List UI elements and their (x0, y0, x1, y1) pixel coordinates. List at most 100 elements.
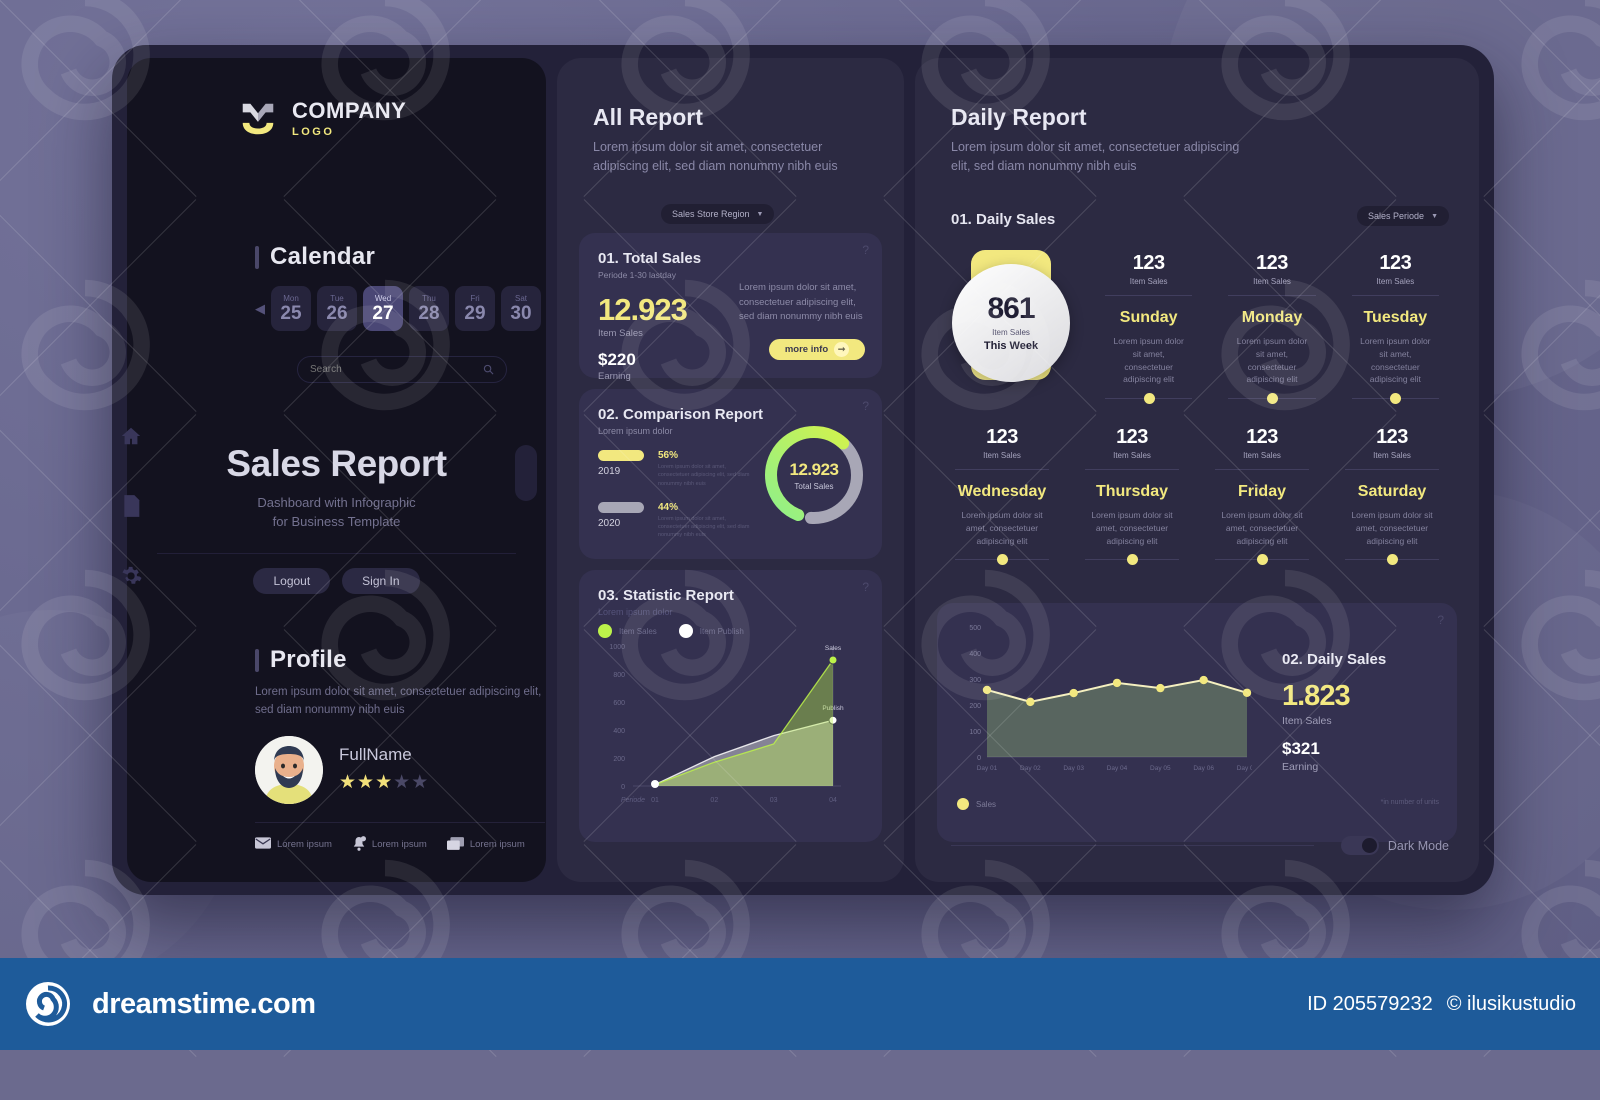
daily-report-subtitle: Lorem ipsum dolor sit amet, consectetuer… (951, 140, 1240, 173)
divider (955, 554, 1049, 566)
profile-description: Lorem ipsum dolor sit amet, consectetuer… (255, 686, 542, 716)
calendar-day-29[interactable]: Fri 29 (455, 286, 495, 331)
divider (1345, 554, 1439, 566)
day-pip-icon (1390, 393, 1402, 404)
day-name: Friday (1237, 483, 1286, 500)
calendar-day-26[interactable]: Tue 26 (317, 286, 357, 331)
comparison-percent: 44% (658, 501, 679, 513)
week-total-circle: 861 Item Sales This Week (952, 264, 1070, 382)
day-pip-icon (1257, 554, 1268, 566)
svg-text:04: 04 (829, 797, 837, 804)
help-icon[interactable]: ? (862, 243, 869, 257)
daily-sales-earning: $321 (1282, 739, 1320, 758)
day-text: Lorem ipsum dolor sit amet, consectetuer… (1360, 336, 1431, 385)
day-value: 123 (1132, 252, 1165, 274)
accent-bar (255, 648, 259, 672)
comparison-item: 2019 56% Lorem ipsum dolor sit amet, conse… (598, 450, 863, 488)
star-icon[interactable]: ★ (411, 772, 430, 794)
donut-center: 12.923 Total Sales (760, 421, 868, 529)
day-pip-icon (1387, 554, 1398, 566)
help-icon[interactable]: ? (1437, 613, 1444, 627)
search-bar[interactable] (297, 356, 507, 383)
chevron-down-icon: ▼ (756, 210, 764, 218)
day-card-monday[interactable]: 123 Item Sales Monday Lorem ipsum dolor sit… (1210, 248, 1333, 408)
divider (1351, 393, 1439, 404)
day-card-friday[interactable]: 123 Item Sales Friday Lorem ipsum dolor sit… (1197, 422, 1327, 566)
svg-text:01: 01 (651, 797, 659, 804)
avatar[interactable] (255, 735, 323, 804)
day-card-sunday[interactable]: 123 Item Sales Sunday Lorem ipsum dolor sit… (1087, 248, 1210, 408)
contact-item[interactable]: Lorem ipsum (255, 837, 332, 852)
brand-logo[interactable]: COMPANY LOGO (237, 98, 406, 140)
calendar-day-number: 28 (418, 303, 440, 324)
calendar-day-27[interactable]: Wed 27 (363, 286, 403, 331)
donut-value: 12.923 (789, 459, 840, 479)
total-sales-value-label: Item Sales (598, 328, 643, 339)
search-input[interactable] (310, 364, 483, 375)
day-name: Saturday (1357, 483, 1427, 500)
day-card-thursday[interactable]: 123 Item Sales Thursday Lorem ipsum dolor s… (1067, 422, 1197, 566)
rating-stars[interactable]: ★★★★★ (339, 771, 429, 794)
day-value-label: Item Sales (1243, 451, 1281, 460)
search-icon[interactable] (483, 364, 494, 375)
signin-button[interactable]: Sign In (342, 568, 420, 594)
footer-site: dreamstime.com (92, 987, 316, 1020)
contact-item[interactable]: Lorem ipsum (446, 836, 525, 853)
day-card-wednesday[interactable]: 123 Item Sales Wednesday Lorem ipsum dolor … (937, 422, 1067, 566)
contact-label: Lorem ipsum (371, 839, 427, 851)
svg-text:Sales: Sales (825, 645, 842, 652)
daily-sales-summary: 02. Daily Sales 1.823 Item Sales $321 Ea… (1282, 651, 1386, 773)
brand-sub: LOGO (292, 126, 335, 138)
day-card-saturday[interactable]: 123 Item Sales Saturday Lorem ipsum dolor s… (1327, 422, 1457, 566)
svg-text:600: 600 (613, 700, 625, 707)
all-report-header: All Report Lorem ipsum dolor sit amet, c… (557, 58, 904, 176)
home-icon[interactable] (120, 425, 142, 452)
calendar-day-number: 26 (326, 303, 348, 324)
day-card-tuesday[interactable]: 123 Item Sales Tuesday Lorem ipsum dolor si… (1334, 248, 1457, 408)
help-icon[interactable]: ? (862, 580, 869, 594)
logout-button[interactable]: Logout (253, 568, 331, 594)
dropdown-label: Sales Periode (1368, 211, 1425, 221)
calendar-day-number: 30 (510, 303, 532, 324)
calendar-day-25[interactable]: Mon 25 (271, 286, 311, 331)
dark-mode-control[interactable]: Dark Mode (1340, 836, 1449, 855)
statistic-area-chart: 1000 800 600 400 200 0 01 02 03 04 Periode Publish S… (609, 644, 844, 804)
star-icon[interactable]: ★ (339, 772, 358, 794)
svg-text:300: 300 (969, 677, 981, 684)
document-icon[interactable] (121, 494, 141, 523)
comparison-title: 02. Comparison Report (598, 406, 764, 423)
comparison-subtitle: Lorem ipsum dolor (598, 426, 673, 436)
more-info-label: more info (784, 344, 829, 355)
day-value: 123 (986, 426, 1018, 448)
comparison-bar (598, 450, 644, 461)
all-report-title: All Report (593, 104, 703, 130)
auth-buttons: Logout Sign In (127, 568, 546, 594)
more-info-button[interactable]: more info ➞ (769, 339, 865, 360)
contact-list: Lorem ipsum Lorem ipsum Lorem ipsum (255, 835, 545, 854)
sales-periode-dropdown[interactable]: Sales Periode ▼ (1357, 206, 1449, 226)
calendar-day-30[interactable]: Sat 30 (501, 286, 541, 331)
calendar-prev-icon[interactable]: ◀ (255, 300, 265, 316)
svg-text:Day 02: Day 02 (1020, 765, 1041, 772)
gear-icon[interactable] (120, 565, 142, 592)
contact-item[interactable]: Lorem ipsum (352, 835, 427, 854)
footer-meta: ID 205579232 © ilusikustudio (1307, 993, 1576, 1016)
day-text: Lorem ipsum dolor sit amet, consectetuer… (1351, 510, 1433, 546)
comparison-bar (598, 501, 644, 513)
page-title: Sales Report (226, 443, 447, 484)
total-sales-earning-label: Earning (598, 371, 631, 382)
comparison-report-card: ? 02. Comparison Report Lorem ipsum dolo… (579, 389, 882, 559)
help-icon[interactable]: ? (862, 399, 869, 413)
star-icon[interactable]: ★ (357, 772, 376, 794)
star-icon[interactable]: ★ (393, 772, 412, 794)
all-report-subtitle: Lorem ipsum dolor sit amet, consectetuer… (593, 140, 838, 173)
divider (157, 553, 516, 554)
calendar-day-28[interactable]: Thu 28 (409, 286, 449, 331)
dark-mode-toggle[interactable] (1340, 836, 1379, 855)
star-icon[interactable]: ★ (375, 772, 394, 794)
comparison-year: 2020 (598, 517, 621, 529)
sales-store-region-dropdown[interactable]: Sales Store Region ▼ (661, 204, 775, 224)
day-value: 123 (1379, 252, 1412, 274)
daily-report-header: Daily Report Lorem ipsum dolor sit amet,… (915, 58, 1479, 176)
profile-header: Profile (255, 646, 545, 674)
